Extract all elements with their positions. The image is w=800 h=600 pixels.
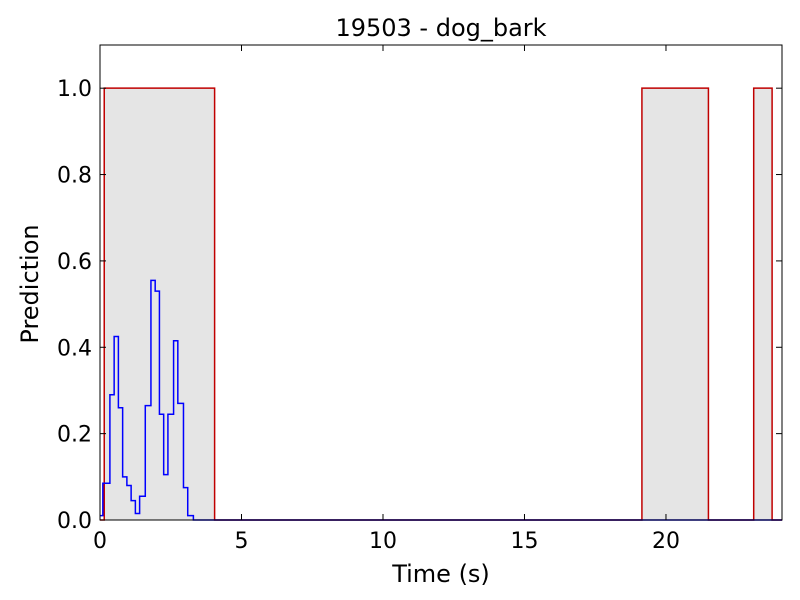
highlight-region-1 xyxy=(641,88,709,520)
x-tick-label: 10 xyxy=(369,529,397,554)
x-tick-label: 0 xyxy=(93,529,107,554)
gated-series-line xyxy=(100,87,782,521)
series-lines xyxy=(100,87,782,521)
prediction-series-line xyxy=(100,279,782,521)
x-tick-label: 5 xyxy=(234,529,248,554)
y-tick-label: 0.2 xyxy=(57,423,92,448)
highlight-regions xyxy=(104,88,773,520)
y-tick-label: 1.0 xyxy=(57,77,92,102)
axis-ticks: 0 5 10 15 20 0.0 0.2 0.4 0.6 0.8 1.0 xyxy=(57,45,782,554)
x-tick-label: 15 xyxy=(510,529,538,554)
x-tick-label: 20 xyxy=(652,529,680,554)
y-tick-label: 0.4 xyxy=(57,336,92,361)
y-axis-title: Prediction xyxy=(16,224,44,343)
x-axis-title: Time (s) xyxy=(391,560,490,588)
plot-frame xyxy=(99,44,783,521)
y-tick-label: 0.6 xyxy=(57,250,92,275)
y-tick-label: 0.0 xyxy=(57,509,92,534)
y-tick-label: 0.8 xyxy=(57,164,92,189)
highlight-region-2 xyxy=(753,88,773,520)
chart-title: 19503 - dog_bark xyxy=(335,14,546,42)
